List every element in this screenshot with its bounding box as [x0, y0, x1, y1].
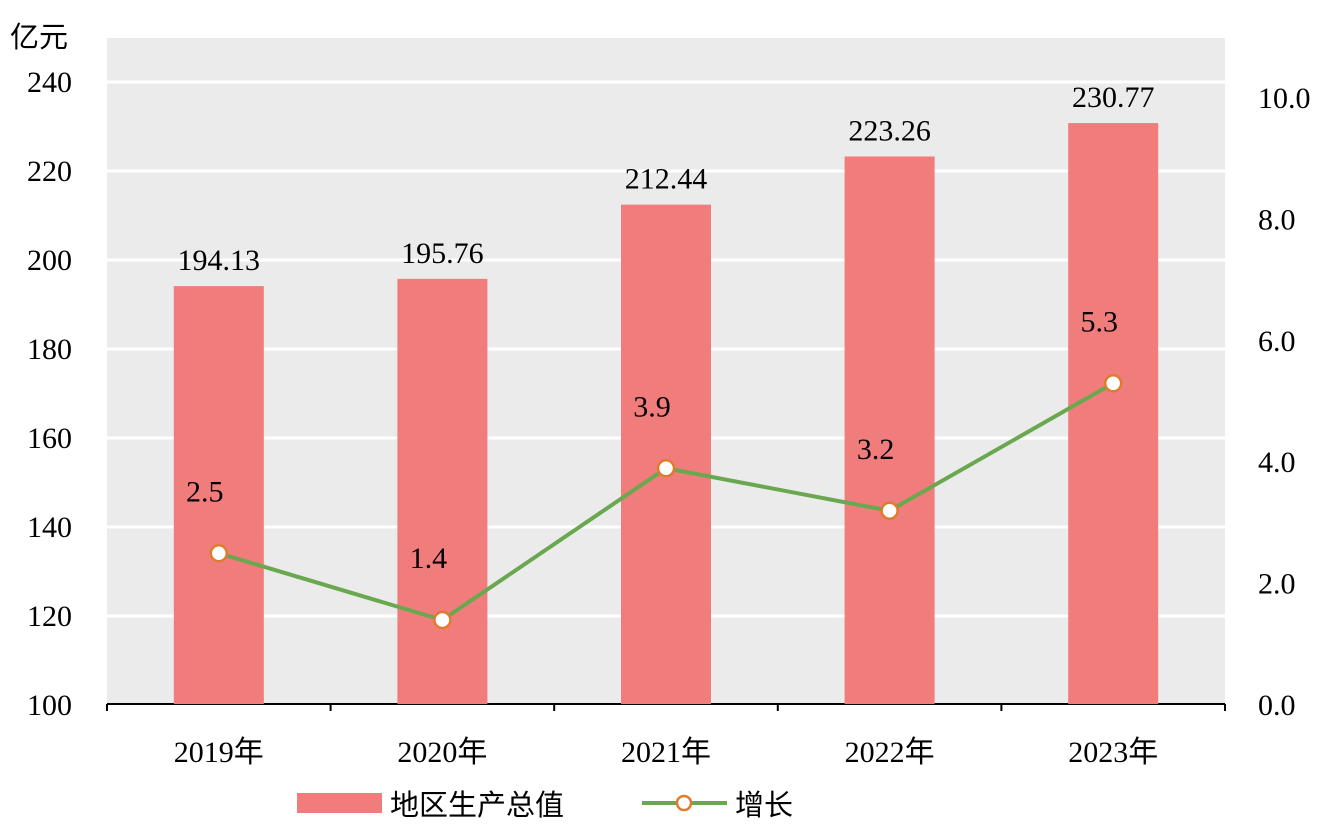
y-right-tick-label: 0.0: [1258, 689, 1296, 722]
y-left-tick-label: 160: [27, 422, 72, 455]
x-tick-label: 2023年: [1068, 736, 1158, 769]
bar: [397, 278, 488, 704]
growth-point: [1103, 374, 1123, 393]
bar: [1068, 123, 1159, 705]
y-right-tick-label: 6.0: [1258, 325, 1296, 358]
y-left-unit: 亿元: [10, 20, 68, 54]
bar: [621, 204, 711, 704]
growth-value-label: 2.5: [186, 475, 224, 508]
x-tick-label: 2020年: [397, 736, 487, 769]
y-right-tick-label: 4.0: [1258, 446, 1296, 479]
y-left-tick-label: 120: [27, 600, 72, 633]
x-tick-label: 2021年: [621, 736, 711, 769]
bar-value-label: 212.44: [625, 163, 708, 196]
growth-point: [656, 459, 676, 478]
legend-label-bar: 地区生产总值: [390, 788, 564, 822]
y-right-tick-label: 8.0: [1258, 203, 1296, 236]
growth-value-label: 5.3: [1080, 305, 1118, 338]
bar-value-label: 195.76: [401, 237, 484, 270]
y-left-tick-label: 220: [27, 155, 72, 188]
legend-swatch-marker: [675, 794, 693, 812]
bar-value-label: 194.13: [178, 244, 261, 277]
bar-value-label: 223.26: [848, 114, 931, 147]
y-left-tick-label: 140: [27, 511, 72, 544]
legend-label-line: 增长: [735, 788, 793, 822]
bar-value-label: 230.77: [1072, 81, 1155, 114]
growth-point: [209, 544, 229, 563]
bar: [844, 156, 935, 705]
y-left-tick-label: 100: [27, 689, 72, 722]
legend-swatch-bar: [297, 793, 382, 813]
growth-value-label: 3.9: [633, 390, 671, 423]
growth-value-label: 3.2: [857, 433, 895, 466]
y-right-tick-label: 10.0: [1258, 82, 1311, 115]
x-tick-label: 2022年: [845, 736, 935, 769]
y-left-tick-label: 200: [27, 244, 72, 277]
growth-value-label: 1.4: [410, 542, 448, 575]
x-tick-label: 2019年: [174, 736, 264, 769]
growth-point: [433, 610, 452, 630]
bar: [173, 286, 264, 704]
legend: 地区生产总值 增长: [297, 788, 793, 822]
y-right-tick-label: 2.0: [1258, 568, 1296, 601]
y-left-tick-label: 180: [27, 333, 72, 366]
y-left-tick-label: 240: [27, 66, 72, 99]
growth-point: [880, 501, 899, 521]
